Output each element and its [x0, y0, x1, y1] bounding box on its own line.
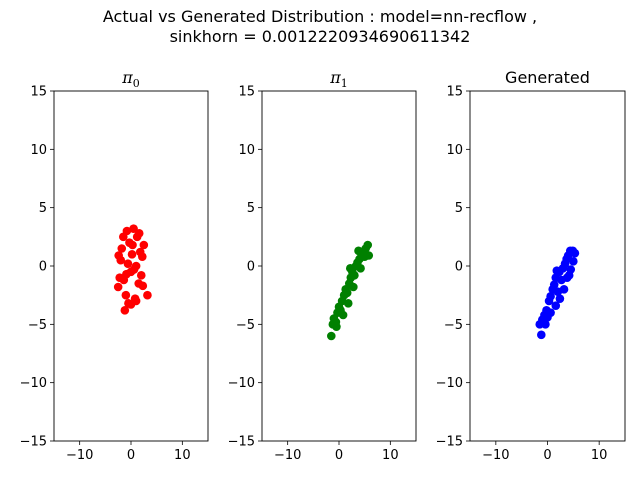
- scatter-point: [120, 306, 130, 315]
- scatter-point: [138, 281, 148, 291]
- scatter-point: [327, 331, 336, 341]
- y-tick-label: 5: [247, 201, 255, 216]
- scatter-point: [143, 290, 152, 300]
- scatter-point: [349, 282, 358, 292]
- y-tick-label: −5: [236, 318, 255, 333]
- scatter-point: [113, 282, 123, 292]
- y-tick-label: −5: [444, 318, 463, 333]
- scatter-point: [343, 299, 353, 308]
- y-tick-label: 5: [455, 201, 463, 216]
- figure-title: Actual vs Generated Distribution : model…: [0, 7, 640, 47]
- scatter-point: [350, 271, 359, 280]
- scatter-point: [345, 264, 355, 273]
- axes-frame: [261, 90, 417, 442]
- scatter-point: [354, 246, 363, 256]
- y-tick-label: −15: [228, 435, 255, 450]
- x-tick-label: 10: [591, 448, 608, 463]
- y-tick-label: 15: [30, 85, 47, 100]
- scatter-point: [127, 250, 137, 259]
- scatter-point: [139, 240, 149, 250]
- scatter-point: [555, 294, 565, 303]
- scatter-point: [546, 292, 555, 301]
- x-tick-label: 10: [382, 448, 399, 463]
- scatter-point: [117, 244, 127, 253]
- y-tick-label: −10: [436, 376, 463, 391]
- y-tick-label: 15: [238, 85, 255, 100]
- x-tick-label: −10: [274, 448, 301, 463]
- y-tick-label: 0: [247, 260, 255, 275]
- panel-title: Generated: [505, 68, 590, 87]
- panel-title: π1: [329, 68, 348, 90]
- scatter-point: [564, 271, 574, 280]
- x-tick-label: −10: [482, 448, 509, 463]
- panel-1: −10 0 10 −15 −10 −5 0 5 10 15 π0: [20, 68, 209, 463]
- x-tick-label: 10: [174, 448, 191, 463]
- scatter-point: [128, 240, 137, 250]
- scatter-point: [541, 320, 550, 329]
- scatter-point: [342, 288, 352, 298]
- scatter-point: [332, 322, 341, 331]
- scatter-point: [131, 296, 141, 306]
- y-tick-label: 0: [455, 260, 463, 275]
- panel-title: π0: [121, 68, 140, 90]
- x-tick-label: 0: [335, 448, 343, 463]
- y-tick-label: −5: [28, 318, 47, 333]
- y-tick-label: 10: [30, 143, 47, 158]
- scatter-point: [549, 280, 559, 289]
- y-tick-label: 10: [446, 143, 463, 158]
- scatter-point: [122, 226, 132, 236]
- scatter-point: [338, 310, 348, 320]
- figure-title-line1: Actual vs Generated Distribution : model…: [102, 7, 538, 26]
- y-tick-label: 0: [39, 260, 47, 275]
- scatter-point: [570, 248, 580, 258]
- scatter-point: [552, 266, 562, 275]
- scatter-point: [569, 257, 578, 266]
- y-tick-label: −15: [20, 435, 47, 450]
- scatter-point: [123, 259, 133, 268]
- y-tick-label: 5: [39, 201, 47, 216]
- scatter-point: [537, 330, 546, 340]
- scatter-point: [364, 251, 374, 260]
- y-tick-label: 10: [238, 143, 255, 158]
- x-tick-label: 0: [543, 448, 551, 463]
- panel-2: −10 0 10 −15 −10 −5 0 5 10 15 π1: [228, 68, 417, 463]
- scatter-point: [134, 229, 144, 238]
- y-tick-label: −10: [228, 376, 255, 391]
- y-tick-label: 15: [446, 85, 463, 100]
- scatter-point: [551, 301, 561, 310]
- y-tick-label: −15: [436, 435, 463, 450]
- scatter-point: [136, 271, 146, 280]
- scatter-point: [114, 251, 123, 260]
- x-tick-label: −10: [66, 448, 93, 463]
- scatter-point: [122, 269, 131, 279]
- scatter-point: [137, 252, 147, 261]
- panel-3: −10 0 10 −15 −10 −5 0 5 10 15 Generated: [436, 68, 626, 463]
- x-tick-label: 0: [127, 448, 135, 463]
- scatter-point: [129, 265, 139, 274]
- y-tick-label: −10: [20, 376, 47, 391]
- scatter-point: [363, 240, 373, 250]
- scatter-point: [356, 264, 365, 273]
- scatter-point: [121, 290, 131, 300]
- figure-title-line2: sinkhorn = 0.0012220934690611342: [169, 27, 471, 46]
- axes-frame: [469, 90, 626, 442]
- scatter-point: [559, 285, 569, 294]
- scatter-point: [546, 308, 555, 317]
